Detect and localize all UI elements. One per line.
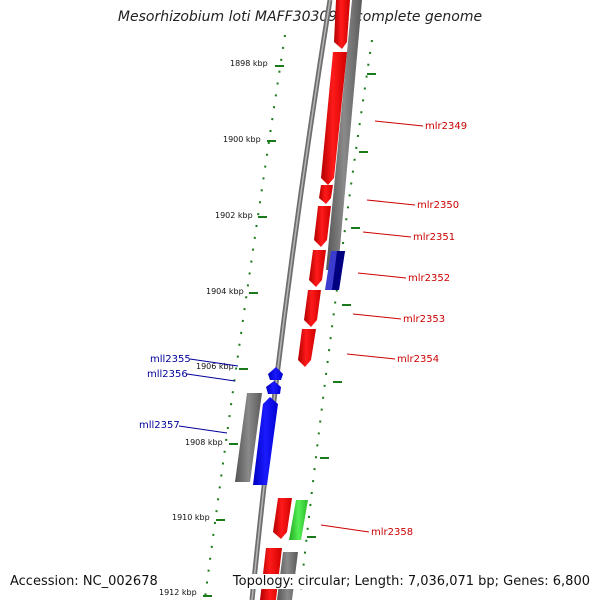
scale-label: 1908 kbp bbox=[185, 438, 223, 447]
accession-text: Accession: NC_002678 bbox=[8, 574, 160, 589]
gene-feature bbox=[314, 206, 331, 247]
gene-label-mlr2353: mlr2353 bbox=[403, 314, 445, 325]
gene-label-mlr2351: mlr2351 bbox=[413, 232, 455, 243]
scale-label: 1906 kbp bbox=[196, 362, 234, 371]
grey-feature-track bbox=[326, 0, 362, 270]
genome-backbone-highlight bbox=[251, 0, 331, 600]
map-title: Mesorhizobium loti MAFF303099, complete … bbox=[117, 9, 483, 25]
reverse-gene-track bbox=[253, 367, 283, 485]
scale-label: 1910 kbp bbox=[172, 513, 210, 522]
scale-label: 1900 kbp bbox=[223, 135, 261, 144]
gene-label-mll2356: mll2356 bbox=[147, 369, 188, 380]
gene-feature bbox=[298, 329, 316, 367]
gene-label-mlr2354: mlr2354 bbox=[397, 354, 439, 365]
gene-label-mlr2358: mlr2358 bbox=[371, 527, 413, 538]
scale-label: 1904 kbp bbox=[206, 287, 244, 296]
gene-feature bbox=[253, 397, 278, 485]
gene-label-mlr2352: mlr2352 bbox=[408, 273, 450, 284]
gene-feature bbox=[334, 0, 350, 49]
left-tick-track bbox=[204, 34, 286, 599]
blue-feature-small-dark bbox=[332, 251, 345, 290]
scale-label: 1912 kbp bbox=[159, 588, 197, 597]
gene-feature bbox=[273, 498, 292, 539]
scale-label: 1898 kbp bbox=[230, 59, 268, 68]
gene-label-mlr2349: mlr2349 bbox=[425, 121, 467, 132]
topology-text: Topology: circular; Length: 7,036,071 bp… bbox=[230, 574, 592, 589]
scale-label: 1902 kbp bbox=[215, 211, 253, 220]
gene-feature bbox=[309, 250, 326, 287]
gene-label-mlr2350: mlr2350 bbox=[417, 200, 459, 211]
gene-feature bbox=[266, 381, 281, 394]
gene-feature bbox=[321, 52, 347, 185]
green-gene-feature bbox=[289, 500, 308, 540]
gene-label-mll2357: mll2357 bbox=[139, 420, 180, 431]
grey-feature-left bbox=[235, 393, 262, 482]
gene-feature bbox=[304, 290, 321, 327]
scale-ticks bbox=[203, 65, 376, 597]
gene-label-mll2355: mll2355 bbox=[150, 354, 191, 365]
reverse-label-leaders bbox=[178, 358, 239, 434]
gene-feature bbox=[268, 367, 283, 380]
forward-label-leaders bbox=[320, 120, 424, 533]
gene-feature bbox=[319, 185, 333, 204]
